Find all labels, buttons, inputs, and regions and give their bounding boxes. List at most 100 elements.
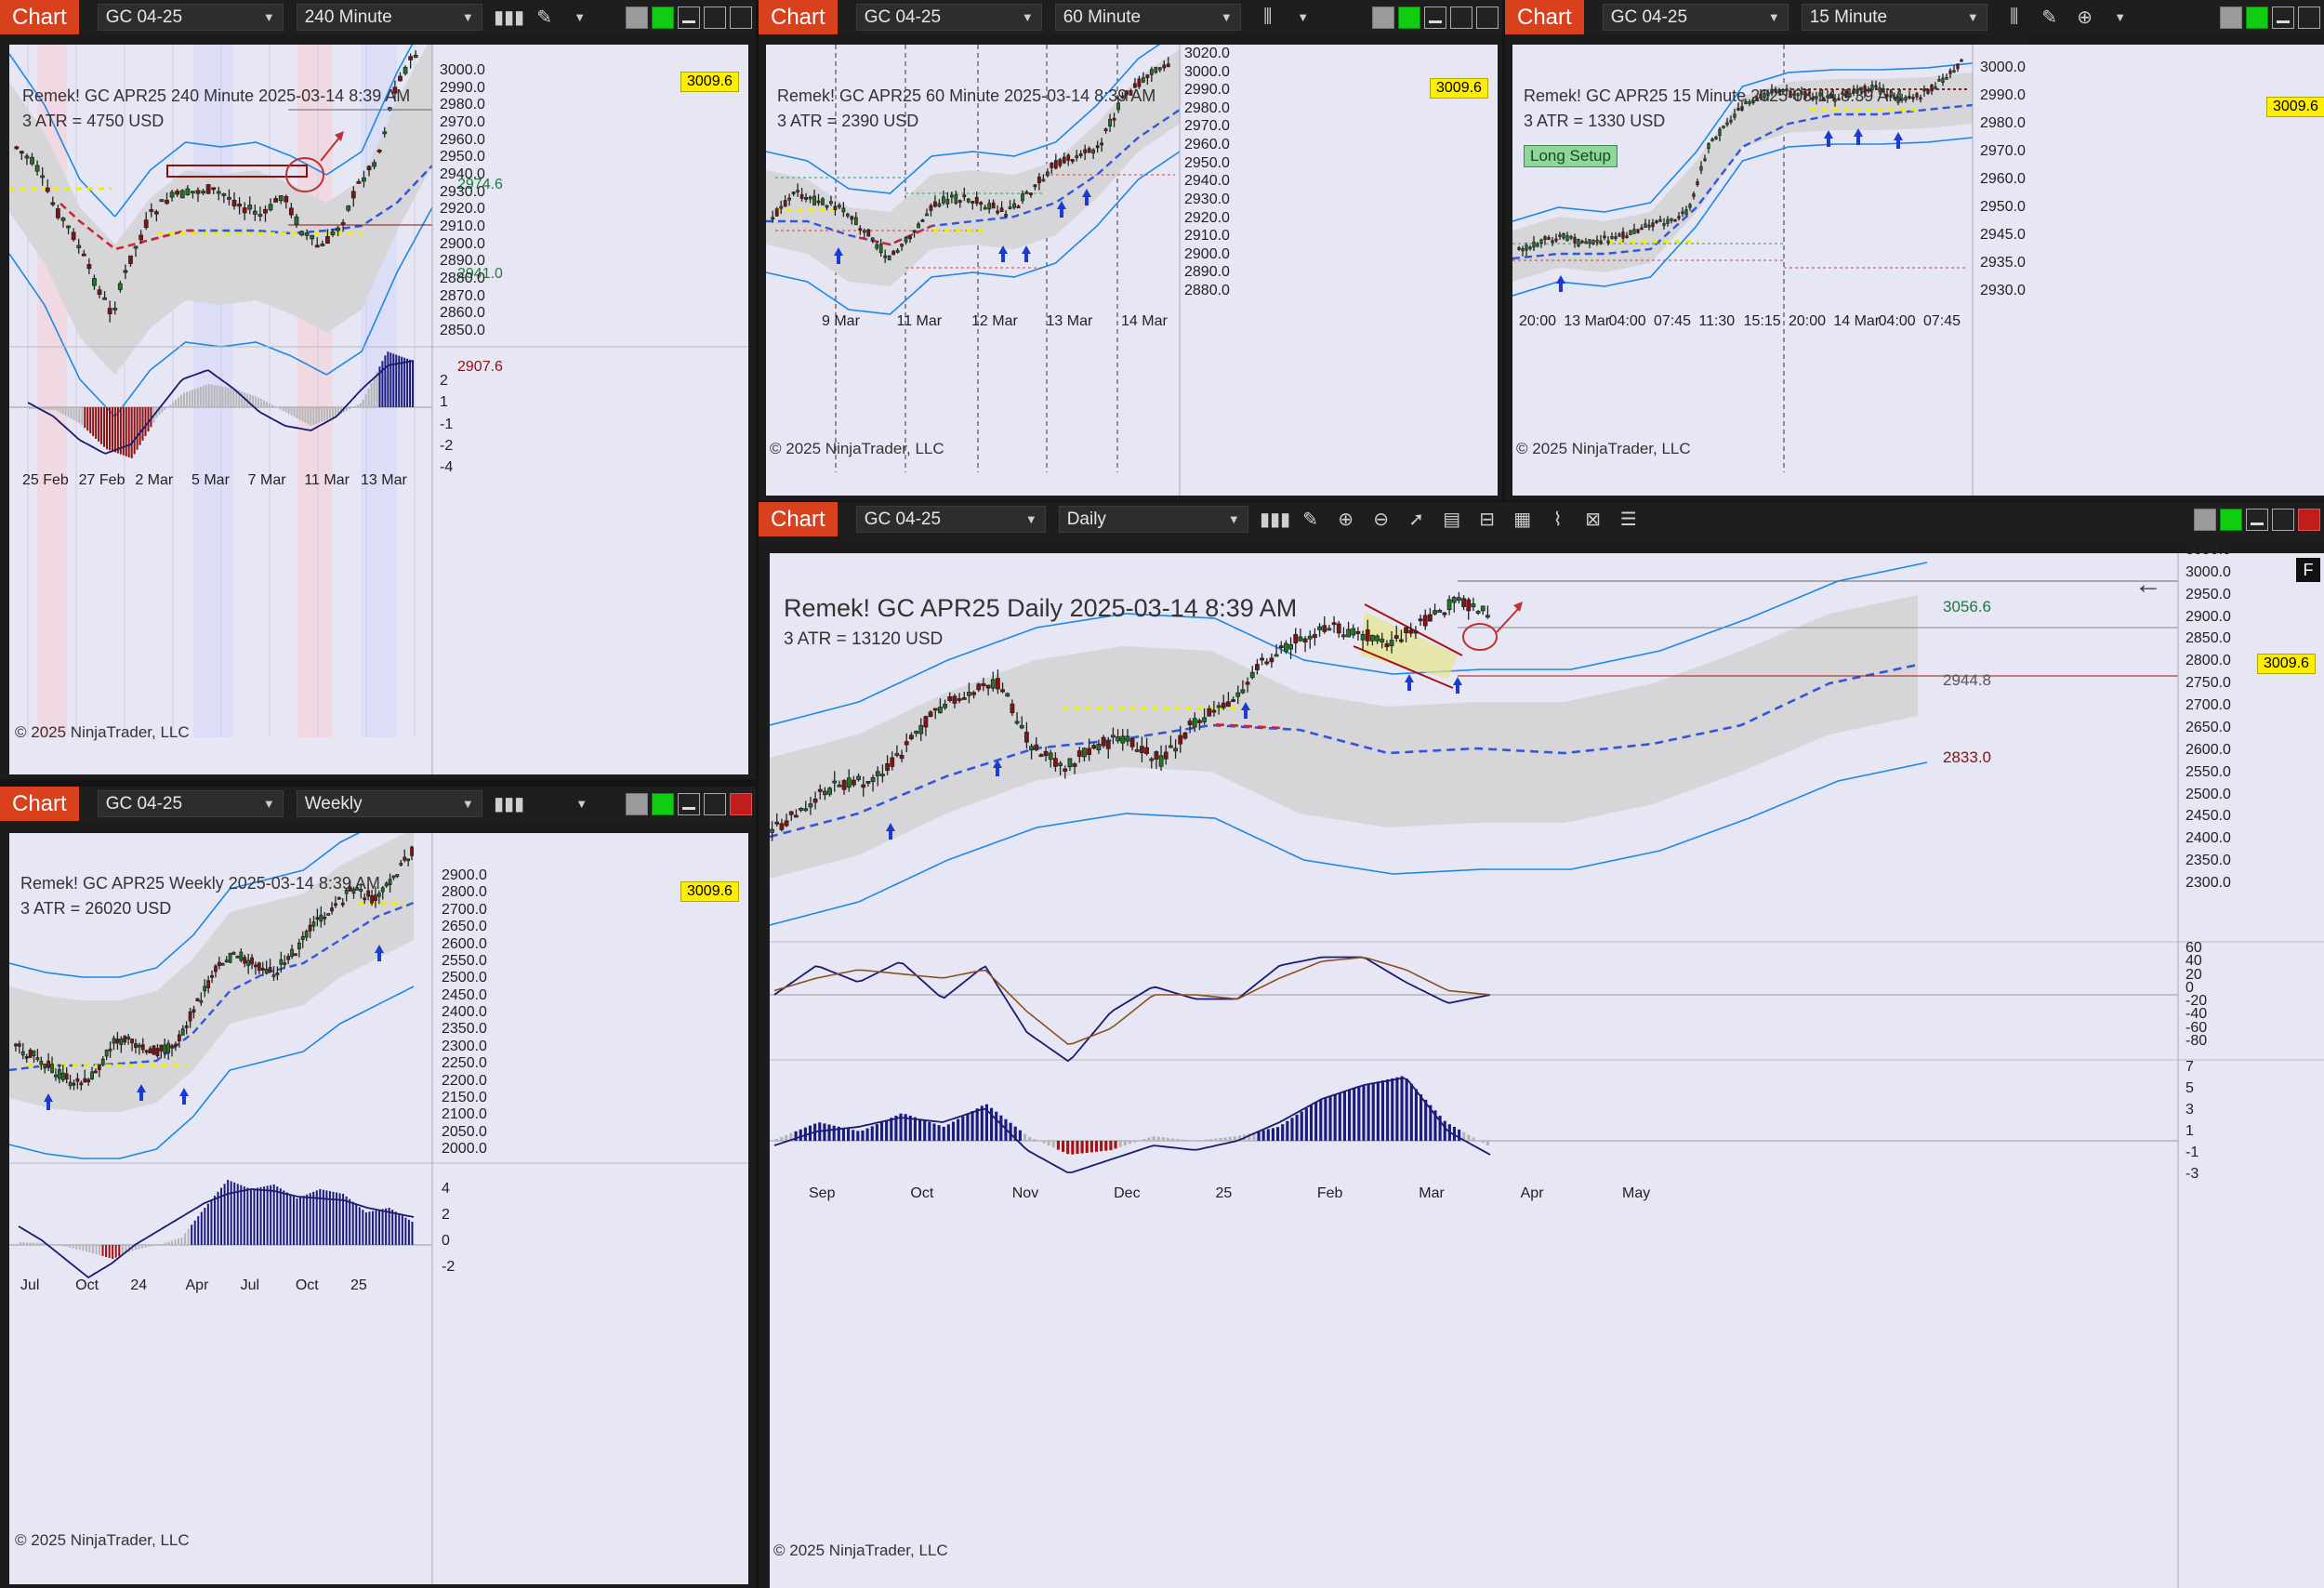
interval-selector[interactable]: Daily ▼: [1058, 506, 1248, 533]
bar-style-icon[interactable]: ▮▮▮: [1260, 509, 1291, 530]
candle-body: [945, 198, 950, 205]
zoom-out-icon[interactable]: ⊖: [1373, 509, 1390, 530]
price-panel[interactable]: Remek! GC APR25 Daily 2025-03-14 8:39 AM…: [770, 542, 2324, 1588]
bar-style-icon[interactable]: ▮▮▮: [494, 794, 525, 814]
price-panel[interactable]: Remek! GC APR25 15 Minute 2025-03-14 8:3…: [1512, 32, 2324, 496]
axis-tick-label: 2800.0: [2185, 653, 2231, 669]
axis-tick-label: 2970.0: [1980, 143, 2026, 159]
osc-bar: [823, 1123, 826, 1141]
interval-selector[interactable]: 15 Minute ▼: [1801, 4, 1987, 31]
osc-bar: [1009, 1122, 1012, 1141]
price-panel[interactable]: Remek! GC APR25 240 Minute 2025-03-14 8:…: [9, 45, 748, 774]
interval-selector[interactable]: Weekly ▼: [296, 790, 482, 817]
osc-bar: [861, 1130, 865, 1141]
price-panel[interactable]: Remek! GC APR25 60 Minute 2025-03-14 8:3…: [766, 45, 1498, 496]
close-button[interactable]: [2298, 508, 2320, 531]
list-icon[interactable]: ☰: [1619, 509, 1637, 530]
instrument-link-button[interactable]: [652, 792, 674, 815]
candle-body: [933, 201, 937, 207]
candle-body: [1422, 615, 1428, 627]
chart-menu-button[interactable]: Chart: [0, 0, 79, 34]
instrument-selector[interactable]: GC 04-25 ▼: [97, 790, 284, 817]
maximize-button[interactable]: [1450, 6, 1472, 29]
minimize-button[interactable]: [678, 792, 700, 815]
bar-style-icon[interactable]: ▮▮▮: [494, 7, 525, 28]
candle-body: [796, 190, 800, 193]
minimize-button[interactable]: [1424, 6, 1446, 29]
link-color-button[interactable]: [2220, 6, 2242, 29]
chart-menu-button[interactable]: Chart: [759, 0, 838, 34]
link-color-button[interactable]: [626, 792, 648, 815]
maximize-button[interactable]: [2272, 508, 2294, 531]
osc-bar: [1104, 1141, 1108, 1151]
chevron-down-icon[interactable]: ▼: [574, 10, 587, 24]
minimize-button[interactable]: [2246, 508, 2268, 531]
chevron-down-icon[interactable]: ▼: [1297, 10, 1310, 24]
maximize-button[interactable]: [2298, 6, 2320, 29]
instrument-selector[interactable]: GC 04-25 ▼: [1602, 4, 1789, 31]
maximize-button[interactable]: [704, 792, 726, 815]
chevron-down-icon[interactable]: ▼: [2114, 10, 2127, 24]
properties-icon[interactable]: ⊟: [1479, 509, 1496, 530]
bar-style-icon[interactable]: ⫼: [1263, 7, 1273, 27]
pointer-icon[interactable]: ➚: [1408, 509, 1425, 530]
chart-menu-button[interactable]: Chart: [759, 502, 838, 536]
instrument-link-button[interactable]: [2246, 6, 2268, 29]
maximize-button[interactable]: [704, 6, 726, 29]
price-panel[interactable]: Remek! GC APR25 Weekly 2025-03-14 8:39 A…: [9, 833, 748, 1584]
minimize-button[interactable]: [678, 6, 700, 29]
pencil-icon[interactable]: ✎: [536, 7, 553, 28]
candle-body: [1729, 119, 1733, 123]
instrument-selector[interactable]: GC 04-25 ▼: [855, 4, 1042, 31]
osc-bar: [244, 392, 246, 407]
link-color-button[interactable]: [626, 6, 648, 29]
osc-bar: [394, 1211, 397, 1245]
close-button[interactable]: [730, 792, 752, 815]
osc-bar: [48, 1244, 51, 1245]
interval-selector[interactable]: 60 Minute ▼: [1054, 4, 1241, 31]
data-box-icon[interactable]: ▤: [1443, 509, 1461, 530]
zoom-in-icon[interactable]: ⊕: [2077, 7, 2093, 28]
candle-body: [231, 951, 236, 955]
candle-body: [1341, 634, 1346, 638]
zoom-in-icon[interactable]: ⊕: [1338, 509, 1354, 530]
instrument-link-button[interactable]: [2220, 508, 2242, 531]
restore-button[interactable]: [730, 6, 752, 29]
link-color-button[interactable]: [1372, 6, 1394, 29]
instrument-link-button[interactable]: [1398, 6, 1420, 29]
osc-bar: [184, 1233, 187, 1245]
instrument-link-button[interactable]: [652, 6, 674, 29]
osc-bar: [392, 353, 395, 407]
osc-bar: [270, 1184, 272, 1245]
template-icon[interactable]: ⊠: [1585, 509, 1602, 530]
pencil-icon[interactable]: ✎: [2041, 7, 2058, 28]
instrument-selector[interactable]: GC 04-25 ▼: [855, 506, 1046, 533]
osc-bar: [20, 1242, 21, 1245]
chart-menu-button[interactable]: Chart: [0, 787, 79, 821]
strategies-icon[interactable]: ⌇: [1552, 509, 1563, 530]
candle-body: [1245, 682, 1250, 685]
osc-bar: [325, 1190, 328, 1245]
interval-selector[interactable]: 240 Minute ▼: [296, 4, 482, 31]
bar-style-icon[interactable]: ⫼: [2010, 7, 2019, 27]
candle-body: [1045, 171, 1050, 177]
chevron-down-icon[interactable]: ▼: [575, 797, 588, 811]
axis-tick-label: 2890.0: [1184, 264, 1230, 281]
osc-bar: [272, 1184, 275, 1245]
candle-body: [320, 244, 325, 246]
corner-f-button[interactable]: F: [2296, 558, 2320, 582]
candle-body: [1885, 94, 1889, 98]
pencil-icon[interactable]: ✎: [1302, 509, 1319, 530]
candle-body: [325, 236, 330, 245]
minimize-button[interactable]: [2272, 6, 2294, 29]
candle-body: [169, 192, 175, 198]
candle-body: [1789, 90, 1792, 98]
osc-bar: [345, 407, 348, 411]
restore-button[interactable]: [1476, 6, 1499, 29]
candle-body: [71, 232, 76, 241]
scroll-back-icon[interactable]: ←: [2134, 569, 2162, 600]
chart-menu-button[interactable]: Chart: [1505, 0, 1584, 34]
link-color-button[interactable]: [2194, 508, 2216, 531]
indicators-icon[interactable]: ▦: [1513, 509, 1532, 530]
instrument-selector[interactable]: GC 04-25 ▼: [97, 4, 284, 31]
